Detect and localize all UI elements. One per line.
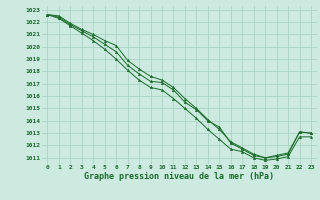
X-axis label: Graphe pression niveau de la mer (hPa): Graphe pression niveau de la mer (hPa) [84,172,274,181]
